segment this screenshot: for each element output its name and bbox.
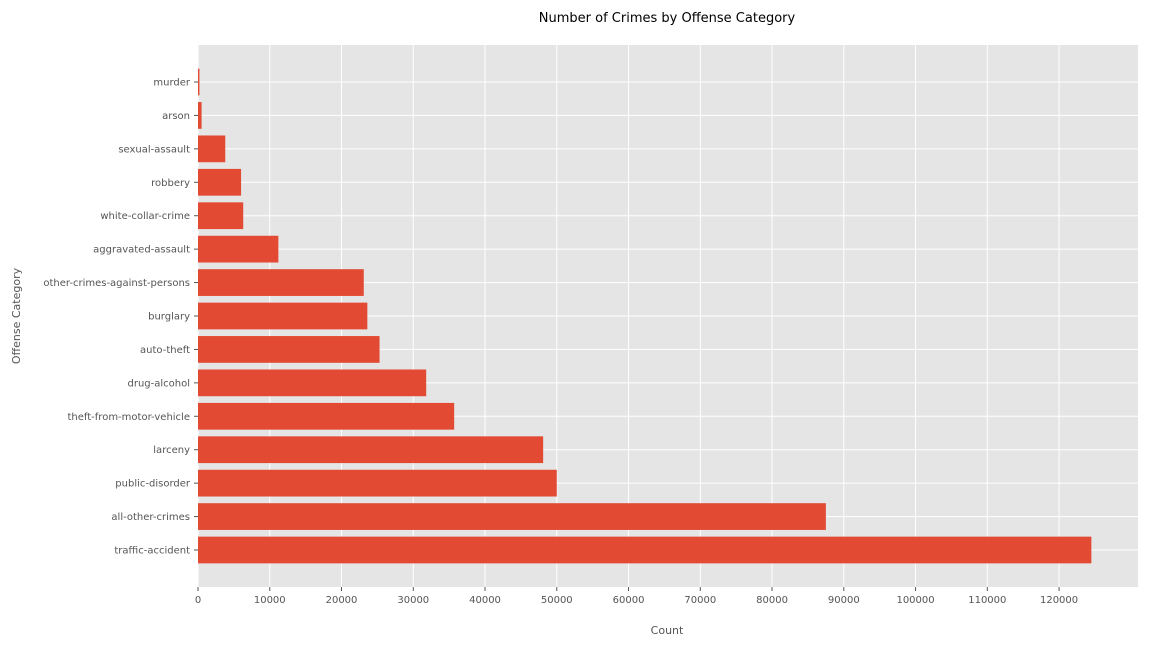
bar-drug-alcohol	[198, 369, 427, 397]
x-tick-label: 120000	[1040, 595, 1078, 606]
x-axis-label: Count	[651, 624, 684, 637]
bar-public-disorder	[198, 469, 557, 497]
x-tick-label: 70000	[684, 595, 716, 606]
bar-arson	[198, 102, 202, 129]
x-tick-labels: 0 10000 20000 30000 40000 50000 60000 70000 8000…	[195, 587, 1078, 606]
bar-theft-from-motor-vehicle	[198, 402, 455, 430]
bar-sexual-assault	[198, 135, 226, 163]
y-tick-label: theft-from-motor-vehicle	[68, 412, 191, 423]
y-tick-labels: murder arson sexual-assault robbery white-co…	[43, 78, 198, 557]
y-tick-label: murder	[153, 78, 191, 89]
chart-title: Number of Crimes by Offense Category	[539, 11, 796, 26]
y-tick-label: white-collar-crime	[100, 211, 190, 222]
y-tick-label: all-other-crimes	[111, 512, 190, 523]
bar-aggravated-assault	[198, 235, 279, 263]
bar-traffic-accident	[198, 536, 1092, 564]
y-tick-label: arson	[162, 111, 190, 122]
bar-other-crimes-against-persons	[198, 269, 364, 296]
x-tick-label: 60000	[613, 595, 645, 606]
bar-murder	[198, 68, 200, 96]
bar-robbery	[198, 168, 242, 196]
bar-larceny	[198, 436, 544, 464]
x-tick-label: 110000	[968, 595, 1006, 606]
x-tick-label: 100000	[896, 595, 934, 606]
y-axis-label: Offense Category	[10, 267, 23, 364]
y-tick-label: drug-alcohol	[127, 378, 190, 389]
y-tick-label: robbery	[151, 178, 190, 189]
x-tick-label: 10000	[254, 595, 286, 606]
y-tick-label: public-disorder	[115, 479, 191, 490]
x-tick-label: 0	[195, 595, 201, 606]
x-tick-label: 80000	[756, 595, 788, 606]
y-tick-label: auto-theft	[140, 345, 190, 356]
x-tick-label: 20000	[326, 595, 358, 606]
x-tick-label: 40000	[469, 595, 501, 606]
bars	[198, 68, 1092, 564]
y-tick-label: sexual-assault	[118, 144, 190, 155]
y-tick-label: aggravated-assault	[93, 245, 190, 256]
x-tick-label: 30000	[397, 595, 429, 606]
bar-burglary	[198, 302, 368, 330]
bar-all-other-crimes	[198, 503, 826, 530]
x-tick-label: 50000	[541, 595, 573, 606]
y-tick-label: traffic-accident	[114, 546, 190, 557]
x-tick-label: 90000	[828, 595, 860, 606]
bar-auto-theft	[198, 336, 380, 363]
y-tick-label: other-crimes-against-persons	[43, 278, 190, 289]
bar-white-collar-crime	[198, 202, 244, 230]
y-tick-label: larceny	[153, 445, 190, 456]
y-tick-label: burglary	[148, 312, 190, 323]
